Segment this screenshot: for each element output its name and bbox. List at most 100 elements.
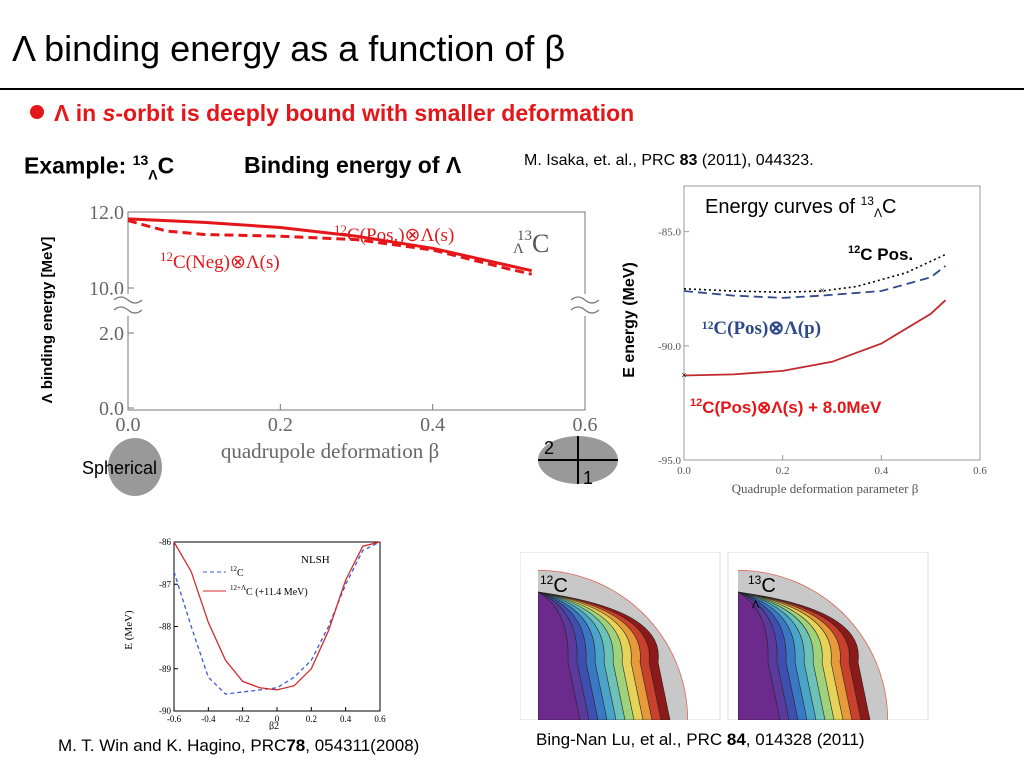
- c2-ytick-label: -95.0: [658, 455, 681, 467]
- c1-label-pos-mass: 12: [334, 222, 347, 237]
- c2-minimum-marker: ×: [819, 286, 825, 297]
- c1-axis-break-icon: [113, 296, 143, 314]
- contour-band: [538, 591, 581, 720]
- c2-series-line-1: [683, 265, 947, 299]
- c3-ytick-label: -87: [159, 579, 171, 589]
- be-lambda: Λ: [445, 152, 462, 178]
- bullet-rest: -orbit is deeply bound with smaller defo…: [115, 100, 635, 126]
- binding-energy-heading: Binding energy of Λ: [244, 152, 461, 179]
- ref-lu-pre: Bing-Nan Lu, et al., PRC: [536, 730, 727, 749]
- c3-legend-0-mass: 12: [230, 565, 238, 573]
- contour-label-1-elem: C: [553, 575, 567, 597]
- c2-ytick-label: -85.0: [658, 227, 681, 239]
- c3-legend-1: 12+ΛC (+11.4 MeV): [230, 584, 308, 598]
- c2-label-p: ¹²C(Pos)⊗Λ(p): [702, 318, 821, 339]
- bullet-line: Λ in s-orbit is deeply bound with smalle…: [30, 100, 634, 127]
- c2-title-sub: Λ: [874, 206, 882, 220]
- c1-axis-break-icon: [570, 296, 600, 314]
- contour-edge: [538, 570, 688, 720]
- ref-isaka-pre: M. Isaka, et. al., PRC: [524, 152, 680, 169]
- c3-xtick-label: -0.2: [236, 714, 250, 724]
- bullet-lambda: Λ: [54, 100, 70, 126]
- chart-binding-energy: 0.0 0.2 0.4 0.612.010.02.00.0 Λ binding ene…: [40, 202, 600, 463]
- c2-xtick-label: 0.4: [874, 465, 888, 477]
- contour-map-12c: [538, 570, 688, 720]
- c1-xtick-label: 0.2: [268, 414, 293, 436]
- contour-edge: [738, 570, 888, 720]
- chart-nlsh: -0.6 -0.4 -0.2 0 0.2 0.4 0.6 -86 -87 -88 -89 -90 E …: [123, 537, 386, 730]
- c1-label-pos: 12C(Pos.)⊗Λ(s): [334, 222, 454, 246]
- bullet-in: in: [69, 100, 103, 126]
- c2-ytick-label: -90.0: [658, 341, 681, 353]
- ref-isaka-vol: 83: [679, 152, 698, 169]
- ref-lu-post: , 014328 (2011): [745, 730, 865, 749]
- contour-label-2-elem: C: [761, 575, 775, 597]
- c3-xlabel: β2: [269, 721, 279, 730]
- c1-label-neg-text: C(Neg)⊗Λ(s): [173, 252, 280, 273]
- c3-legend-1-mass: 12+Λ: [230, 584, 246, 592]
- c1-series-line-1: [127, 219, 533, 276]
- example-mass: 13: [132, 152, 149, 168]
- c2-minimum-marker: ×: [681, 371, 687, 382]
- c2-title-mass: 13: [861, 194, 875, 208]
- c1-xlabel: quadrupole deformation β: [221, 439, 439, 463]
- spherical-label: Spherical: [82, 458, 158, 478]
- c3-xtick-label: 0.6: [374, 714, 386, 724]
- c2-label-s: 12C(Pos)⊗Λ(s) + 8.0MeV: [690, 397, 882, 417]
- c2-label-s-text: C(Pos)⊗Λ(s) + 8.0MeV: [702, 398, 882, 417]
- c1-axis-break-mask: [571, 294, 599, 316]
- bullet-dot-icon: [30, 105, 44, 119]
- c2-frame: [683, 185, 981, 461]
- c1-nucleus-elem: C: [532, 229, 549, 258]
- c2-label-pos: 12C Pos.: [848, 244, 913, 264]
- example-sub: Λ: [148, 166, 158, 183]
- ref-win-post: , 054311(2008): [305, 736, 420, 755]
- c2-label-pos-text: C Pos.: [860, 245, 913, 264]
- c3-xtick-label: 0: [275, 714, 280, 724]
- c1-ytick-label: 2.0: [99, 323, 124, 345]
- c1-axis-break-mask: [114, 294, 142, 316]
- chart-energy-curves: 0.0 0.2 0.4 0.6 -85.0 -90.0 -95.0 × × Energy cur…: [621, 185, 987, 496]
- slide-title: Λ binding energy as a function of β: [12, 28, 566, 69]
- example-label: Example:: [24, 152, 133, 179]
- be-text: Binding energy of: [244, 152, 446, 178]
- c3-series-line-1: [173, 541, 381, 691]
- c3-legend-0-text: C: [237, 568, 244, 579]
- c3-ylabel: E (MeV): [123, 610, 135, 650]
- contour-label-1: 12C: [540, 573, 568, 597]
- title-divider: [0, 88, 1024, 90]
- c3-xtick-label: 0.4: [340, 714, 352, 724]
- c1-label-neg-mass: 12: [160, 249, 173, 264]
- ref-lu-vol: 84: [726, 730, 746, 749]
- c2-title-elem: C: [882, 196, 896, 218]
- ref-isaka: M. Isaka, et. al., PRC 83 (2011), 044323…: [524, 152, 814, 170]
- c2-title-pre: Energy curves of: [705, 196, 861, 218]
- deformed-ellipse: 2 1: [538, 436, 618, 488]
- c1-label-pos-text: C(Pos.)⊗Λ(s): [347, 225, 454, 246]
- contour-label-2-sub: Λ: [752, 599, 760, 611]
- c3-xtick-label: -0.4: [201, 714, 216, 724]
- c3-legend-0: 12C: [230, 565, 244, 579]
- c2-label-pos-mass: 12: [848, 244, 860, 256]
- contour-figure: 12C 13C Λ: [520, 552, 929, 720]
- c3-frame: [173, 541, 381, 712]
- c2-xlabel: Quadruple deformation parameter β: [732, 481, 919, 496]
- c3-ytick-label: -86: [159, 537, 171, 547]
- c1-ylabel: Λ binding energy [MeV]: [40, 237, 56, 404]
- ref-win-pre: M. T. Win and K. Hagino, PRC: [58, 736, 287, 755]
- example-elem: C: [157, 152, 175, 179]
- c3-ytick-label: -88: [159, 622, 171, 632]
- ellipse-label-2: 2: [544, 438, 554, 458]
- c2-xtick-label: 0.6: [973, 465, 987, 477]
- c2-series-line-2: [683, 299, 947, 377]
- c3-ytick-label: -89: [159, 664, 171, 674]
- c1-xtick-label: 0.0: [116, 414, 141, 436]
- c3-ytick-label: -90: [159, 706, 171, 716]
- c1-xtick-label: 0.6: [573, 414, 598, 436]
- c1-label-neg: 12C(Neg)⊗Λ(s): [160, 249, 280, 273]
- contour-label-1-mass: 12: [540, 573, 554, 587]
- c3-xtick-label: 0.2: [306, 714, 317, 724]
- ellipse-label-1: 1: [583, 468, 593, 488]
- c3-legend-1-text: C (+11.4 MeV): [246, 587, 308, 598]
- c3-legend-title: NLSH: [301, 554, 330, 566]
